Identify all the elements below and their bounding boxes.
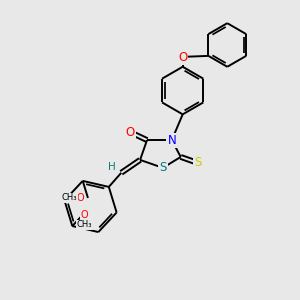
Text: O: O [178,51,187,64]
Text: S: S [159,161,167,174]
Text: CH₃: CH₃ [61,194,77,202]
Text: H: H [109,162,116,172]
Text: O: O [76,193,84,203]
Text: O: O [126,126,135,139]
Text: CH₃: CH₃ [77,220,92,230]
Text: S: S [194,156,201,170]
Text: N: N [167,134,176,147]
Text: O: O [81,210,88,220]
